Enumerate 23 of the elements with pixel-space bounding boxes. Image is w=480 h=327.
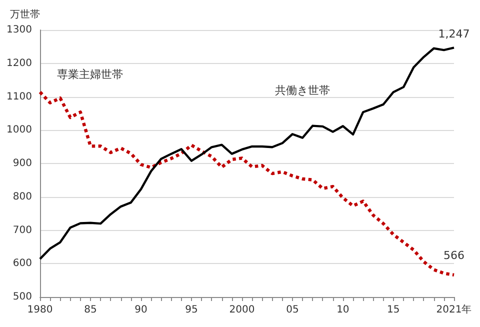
- x-tick-label: 15: [387, 304, 400, 316]
- y-tick-label: 700: [12, 224, 32, 236]
- y-tick-label: 800: [12, 191, 32, 202]
- y-axis-title: 万世帯: [10, 8, 40, 20]
- annotation: 1,247: [438, 28, 470, 41]
- y-tick-label: 600: [12, 258, 32, 270]
- x-tick-label: 10: [336, 304, 350, 316]
- series-label: 専業主婦世帯: [57, 68, 124, 82]
- y-tick-label: 1000: [6, 124, 32, 136]
- x-tick-label: 95: [185, 304, 198, 316]
- y-tick-label: 900: [12, 158, 32, 169]
- x-tick-label: 2021年: [436, 304, 472, 316]
- y-tick-label: 1300: [6, 24, 32, 36]
- y-tick-label: 1100: [6, 91, 32, 102]
- x-tick-label: 85: [84, 304, 97, 316]
- x-tick-label: 2000: [229, 304, 255, 316]
- text: 共働き世帯: [275, 84, 330, 97]
- x-tick-label: 05: [286, 304, 299, 316]
- annotation: 566: [444, 248, 464, 262]
- x-tick-label: 90: [134, 304, 148, 316]
- x-tick-label: 1980: [27, 304, 53, 316]
- y-tick-label: 1200: [6, 58, 32, 69]
- y-tick-label: 500: [12, 292, 32, 302]
